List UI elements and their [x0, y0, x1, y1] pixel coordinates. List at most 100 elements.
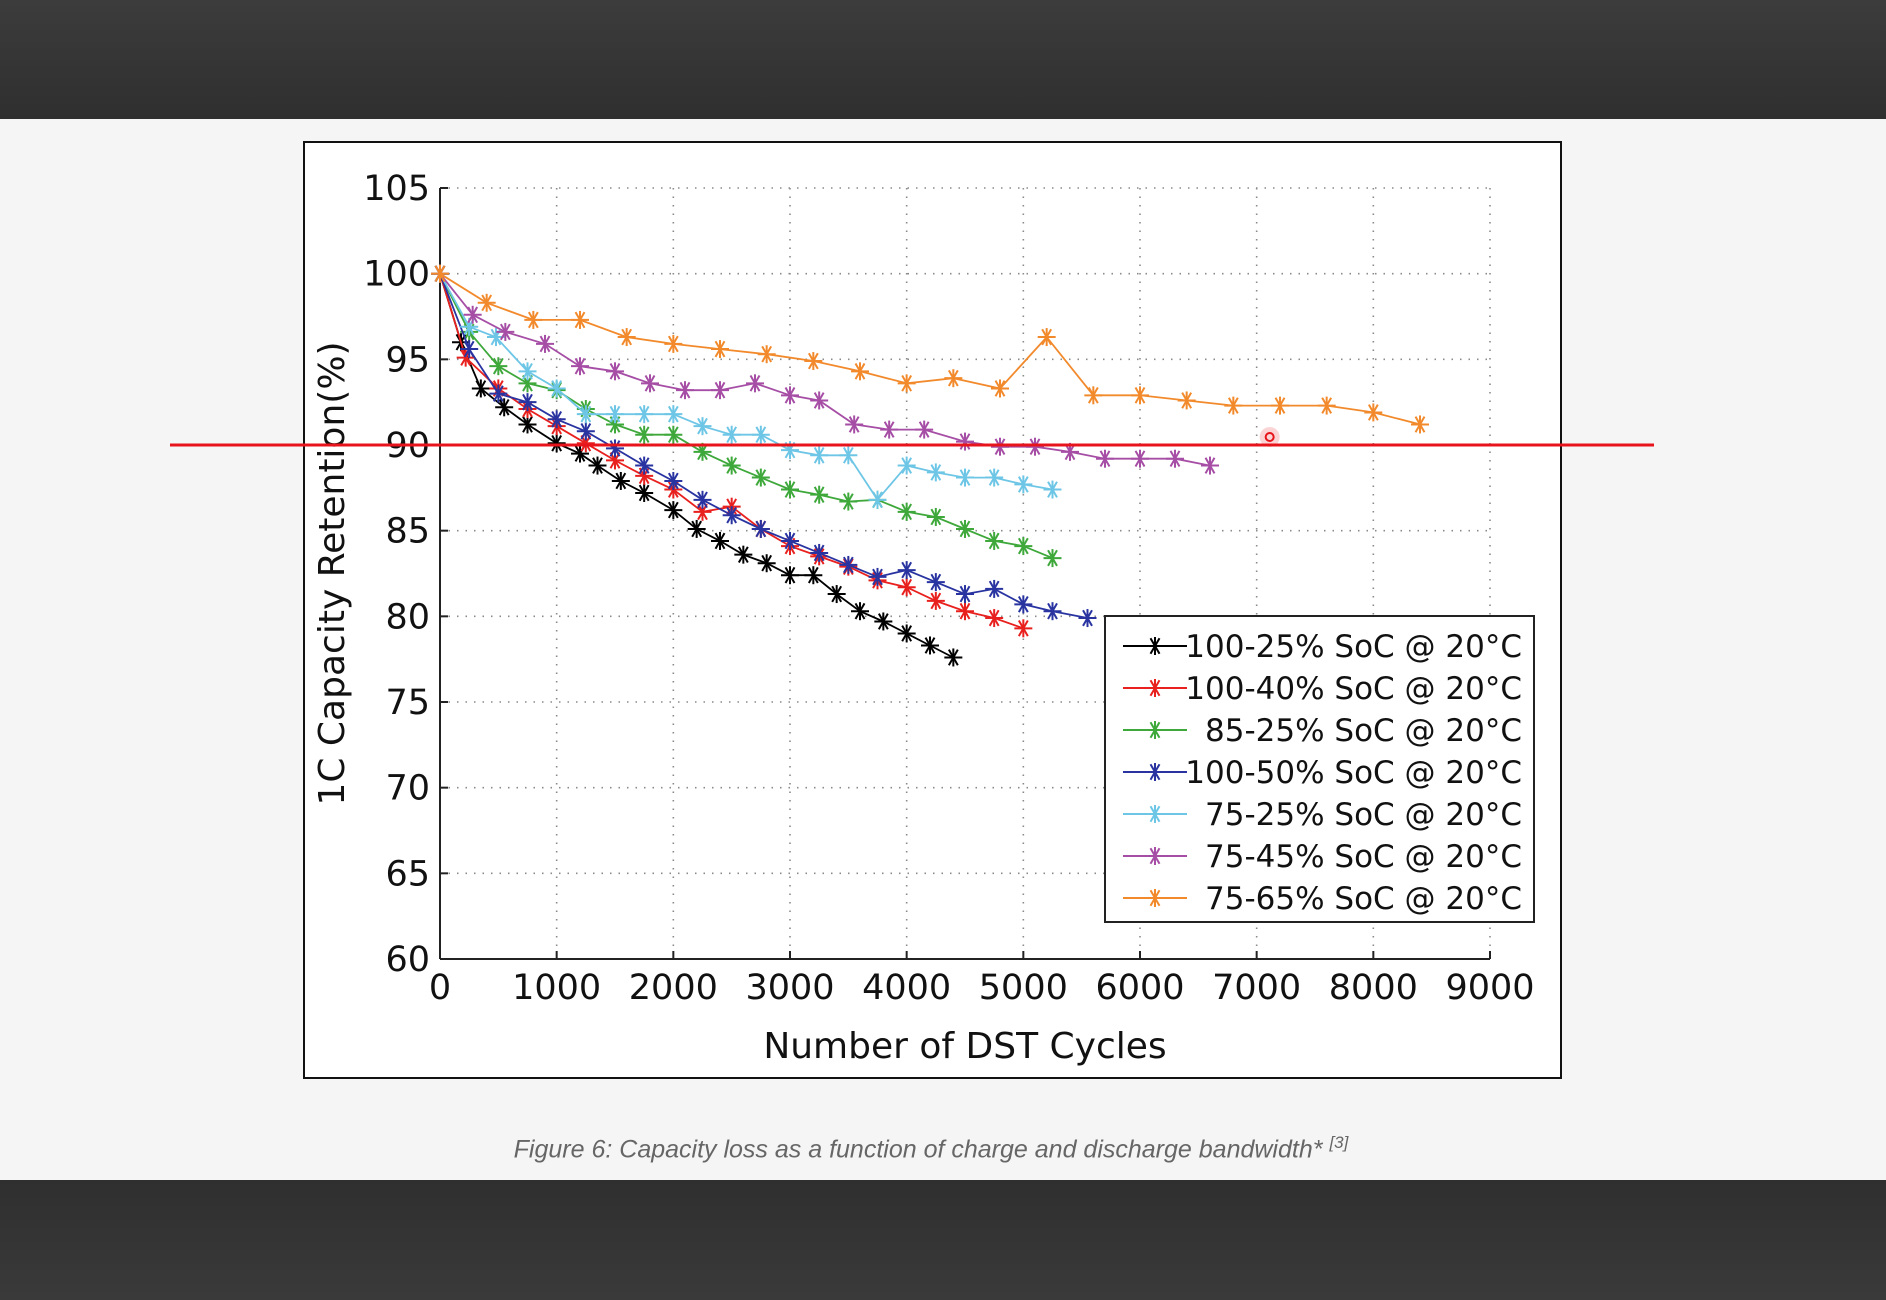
y-tick-label: 100 — [363, 255, 430, 295]
series-line — [439, 273, 1211, 467]
data-point-marker — [635, 425, 654, 444]
data-point-marker — [687, 519, 706, 538]
caption-reference: [3] — [1329, 1133, 1349, 1152]
data-point-marker — [518, 415, 537, 434]
data-point-marker — [1043, 480, 1062, 499]
series-75-65% SoC @ 20°C — [431, 264, 1429, 434]
legend: 100-25% SoC @ 20°C 100-40% SoC @ 20°C 85-2… — [1104, 615, 1535, 923]
data-point-marker — [576, 422, 595, 441]
data-point-marker — [1037, 328, 1056, 347]
legend-label: 75-65% SoC @ 20°C — [1205, 881, 1522, 917]
data-point-marker — [751, 468, 770, 487]
legend-box — [1104, 615, 1535, 923]
series-line — [439, 272, 1421, 426]
data-point-marker — [897, 561, 916, 580]
legend-label: 100-25% SoC @ 20°C — [1185, 629, 1522, 665]
data-point-marker — [897, 624, 916, 643]
data-point-marker — [1131, 386, 1149, 405]
data-point-marker — [1146, 637, 1164, 655]
data-point-marker — [1201, 456, 1219, 475]
data-point-marker — [606, 362, 624, 381]
data-point-marker — [781, 566, 799, 585]
data-point-marker — [1078, 609, 1097, 628]
data-point-marker — [839, 555, 858, 574]
data-point-marker — [1146, 721, 1164, 739]
data-point-marker — [839, 492, 858, 511]
data-point-marker — [845, 415, 864, 434]
data-point-marker — [921, 636, 939, 655]
data-point-marker — [868, 567, 887, 586]
data-point-marker — [1043, 602, 1062, 621]
data-point-marker — [985, 609, 1004, 628]
data-point-marker — [1043, 549, 1062, 568]
y-tick-label: 80 — [385, 597, 430, 637]
legend-item: 75-65% SoC @ 20°C — [1123, 881, 1522, 917]
data-point-marker — [1014, 595, 1033, 614]
data-point-marker — [781, 531, 799, 550]
data-point-marker — [810, 391, 829, 410]
data-point-marker — [804, 352, 823, 371]
legend-label: 100-50% SoC @ 20°C — [1185, 755, 1522, 791]
data-point-marker — [693, 417, 712, 436]
data-point-marker — [495, 398, 514, 417]
data-point-marker — [827, 585, 846, 604]
y-tick-label: 90 — [385, 426, 430, 466]
data-point-marker — [460, 340, 479, 359]
data-point-marker — [734, 545, 753, 564]
data-point-marker — [711, 381, 729, 400]
x-axis-label: Number of DST Cycles — [763, 1026, 1166, 1067]
data-point-marker — [518, 393, 537, 412]
data-point-marker — [1146, 889, 1164, 907]
legend-label: 100-40% SoC @ 20°C — [1185, 671, 1522, 707]
data-point-marker — [781, 441, 799, 460]
capacity-retention-chart: 0 1000 2000 3000 4000 5000 6000 7000 8000 9000 60 6… — [312, 169, 1535, 1067]
data-point-marker — [1026, 437, 1044, 456]
data-point-marker — [606, 439, 624, 458]
data-point-marker — [1177, 391, 1196, 410]
legend-label: 85-25% SoC @ 20°C — [1205, 713, 1522, 749]
data-point-marker — [536, 334, 554, 353]
x-tick-label: 0 — [429, 968, 451, 1008]
data-point-marker — [956, 432, 974, 451]
series-100-50% SoC @ 20°C — [431, 264, 1097, 628]
data-point-marker — [810, 485, 829, 504]
data-point-marker — [810, 543, 829, 562]
data-point-marker — [611, 471, 630, 490]
data-point-marker — [926, 573, 945, 592]
data-point-marker — [1131, 449, 1149, 468]
data-point-marker — [1014, 475, 1033, 494]
data-point-marker — [1061, 442, 1079, 461]
x-tick-label: 3000 — [745, 968, 834, 1008]
data-point-marker — [874, 612, 893, 631]
data-point-marker — [456, 348, 475, 367]
data-point-marker — [991, 437, 1009, 456]
data-point-marker — [722, 425, 741, 444]
data-point-marker — [635, 456, 654, 475]
data-point-marker — [693, 490, 712, 509]
y-tick-label: 70 — [385, 769, 430, 809]
top-dark-bar — [0, 0, 1886, 119]
series-line — [439, 273, 1053, 502]
legend-item: 75-45% SoC @ 20°C — [1123, 839, 1522, 875]
data-point-marker — [757, 345, 776, 364]
data-point-marker — [897, 456, 916, 475]
data-point-marker — [851, 362, 869, 381]
data-point-marker — [1096, 449, 1114, 468]
data-point-marker — [781, 386, 799, 405]
series-line — [439, 273, 954, 659]
legend-item: 100-50% SoC @ 20°C — [1123, 755, 1522, 791]
data-point-marker — [518, 362, 537, 381]
data-point-marker — [711, 340, 729, 359]
data-point-marker — [1084, 386, 1103, 405]
data-point-marker — [1146, 847, 1164, 865]
data-point-marker — [431, 264, 449, 283]
x-tick-label: 1000 — [512, 968, 601, 1008]
data-point-marker — [547, 410, 566, 429]
data-point-marker — [641, 374, 659, 393]
x-tick-label: 7000 — [1212, 968, 1301, 1008]
data-point-marker — [897, 374, 916, 393]
data-point-marker — [956, 468, 974, 487]
data-point-marker — [851, 602, 869, 621]
data-point-marker — [547, 434, 566, 453]
data-point-marker — [956, 519, 974, 538]
